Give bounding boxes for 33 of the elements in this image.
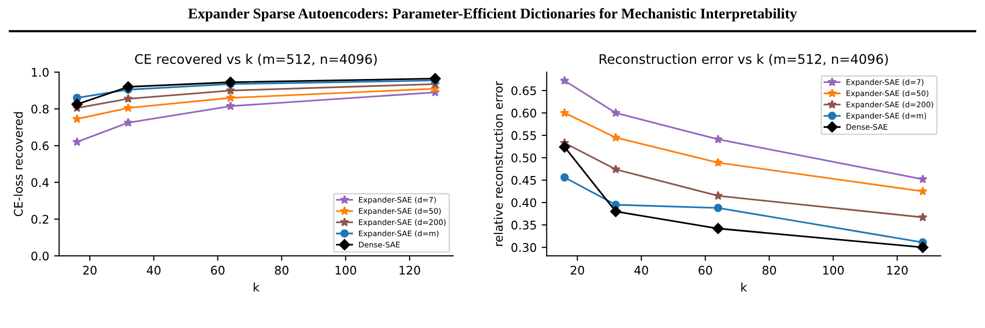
x-axis-title: k <box>741 282 748 292</box>
chart-title: CE recovered vs k (m=512, n=4096) <box>135 54 377 66</box>
y-tick-label: 0.4 <box>31 178 49 188</box>
y-tick-label: 0.40 <box>511 198 536 208</box>
x-tick-label: 40 <box>146 266 160 275</box>
y-tick-label: 0.60 <box>511 108 536 118</box>
x-tick-label: 60 <box>211 266 224 275</box>
y-tick-label: 0.2 <box>31 214 48 224</box>
x-axis-title: k <box>254 282 260 292</box>
y-tick-label: 0.0 <box>31 252 49 260</box>
y-tick-label: 0.55 <box>511 131 536 140</box>
y-tick-label: 0.35 <box>511 220 536 230</box>
y-tick-label: 0.30 <box>511 243 536 252</box>
y-tick-label: 0.45 <box>511 176 536 185</box>
x-tick-label: 20 <box>570 266 584 275</box>
y-tick-label: 0.6 <box>31 141 49 150</box>
y-tick-label: 0.8 <box>31 104 49 114</box>
text: Expander Sparse Autoencoders: Parameter-Efficient Dictionaries for Mechanistic Interpretability <box>188 8 797 22</box>
x-tick-label: 80 <box>274 266 288 275</box>
y-tick-label: 0.50 <box>511 153 536 162</box>
y-axis-title: relative reconstruction error <box>494 81 503 246</box>
x-tick-label: 40 <box>634 266 648 275</box>
chart-title: Reconstruction error vs k (m=512, n=4096) <box>600 54 888 66</box>
y-tick-label: 1.0 <box>32 68 49 77</box>
x-tick-label: 80 <box>762 266 776 275</box>
x-tick-label: 120 <box>400 266 420 275</box>
x-tick-label: 60 <box>698 266 712 275</box>
x-tick-label: 100 <box>336 266 356 275</box>
y-axis-title: CE-loss recovered <box>14 112 23 216</box>
y-tick-label: 0.65 <box>511 86 536 96</box>
x-tick-label: 100 <box>823 266 844 275</box>
x-tick-label: 120 <box>887 266 908 275</box>
x-tick-label: 20 <box>83 266 97 275</box>
